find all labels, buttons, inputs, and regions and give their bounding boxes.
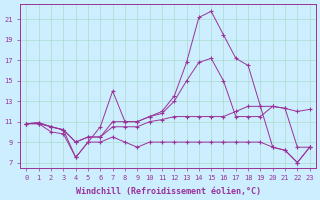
X-axis label: Windchill (Refroidissement éolien,°C): Windchill (Refroidissement éolien,°C) (76, 187, 260, 196)
